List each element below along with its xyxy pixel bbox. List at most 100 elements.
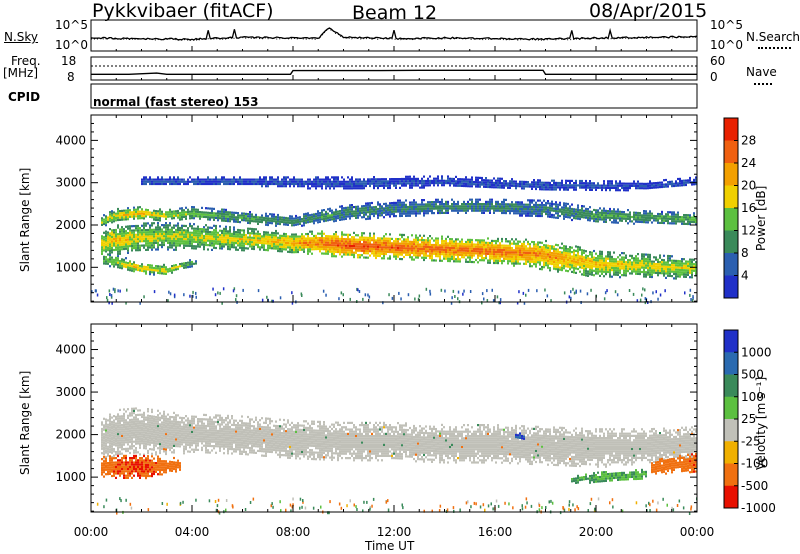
- data-cell: [369, 213, 371, 215]
- data-cell: [233, 240, 235, 242]
- data-cell: [131, 234, 133, 236]
- data-cell: [351, 254, 353, 256]
- data-cell: [651, 276, 653, 278]
- data-cell: [389, 240, 391, 242]
- data-cell: [693, 212, 695, 214]
- data-cell: [359, 256, 361, 258]
- data-cell: [519, 204, 521, 206]
- data-cell: [465, 205, 467, 207]
- data-cell: [337, 217, 339, 219]
- data-cell: [495, 201, 497, 203]
- data-cell: [363, 178, 365, 180]
- data-cell: [245, 236, 247, 238]
- data-cell: [253, 241, 255, 243]
- data-cell: [565, 245, 567, 247]
- data-cell: [139, 249, 141, 251]
- data-cell: [441, 244, 443, 246]
- data-cell: [149, 266, 151, 268]
- data-cell: [387, 205, 389, 207]
- data-cell: [149, 244, 151, 246]
- data-cell: [291, 240, 293, 242]
- data-cell: [437, 201, 439, 203]
- data-cell: [551, 203, 553, 205]
- data-cell: [481, 250, 483, 252]
- data-cell: [643, 253, 645, 255]
- data-cell: [477, 252, 479, 254]
- data-cell: [549, 207, 551, 209]
- data-cell: [193, 236, 195, 238]
- data-cell: [307, 248, 309, 250]
- data-cell: [155, 217, 157, 219]
- data-cell: [189, 234, 191, 236]
- data-cell: [675, 273, 677, 275]
- data-cell: [393, 202, 395, 204]
- data-cell: [323, 253, 325, 255]
- data-cell: [673, 271, 675, 273]
- data-cell: [373, 187, 375, 189]
- data-cell: [613, 252, 615, 254]
- data-cell: [529, 202, 531, 204]
- data-cell: [687, 265, 689, 267]
- data-cell: [523, 208, 525, 210]
- data-cell: [109, 228, 111, 230]
- data-cell: [529, 245, 531, 247]
- data-cell: [375, 253, 377, 255]
- data-cell: [255, 183, 257, 185]
- data-cell: [547, 200, 549, 202]
- data-cell: [585, 259, 587, 261]
- data-cell: [493, 255, 495, 257]
- data-cell: [599, 264, 601, 266]
- data-cell: [603, 264, 605, 266]
- data-cell: [663, 259, 665, 261]
- data-cell: [545, 260, 547, 262]
- data-cell: [573, 208, 575, 210]
- data-cell: [569, 210, 571, 212]
- data-cell: [505, 253, 507, 255]
- data-cell: [277, 181, 279, 183]
- data-cell: [301, 249, 303, 251]
- data-cell: [225, 220, 227, 222]
- data-cell: [295, 249, 297, 251]
- data-cell: [185, 181, 187, 183]
- data-cell: [141, 213, 143, 215]
- data-cell: [193, 230, 195, 232]
- data-cell: [341, 238, 343, 240]
- data-cell: [121, 212, 123, 214]
- data-cell: [297, 217, 299, 219]
- data-cell: [603, 210, 605, 212]
- data-cell: [103, 247, 105, 249]
- data-cell: [679, 260, 681, 262]
- data-cell: [423, 180, 425, 182]
- data-cell: [253, 237, 255, 239]
- data-cell: [467, 248, 469, 250]
- data-cell: [121, 265, 123, 267]
- data-cell: [477, 244, 479, 246]
- data-cell: [141, 225, 143, 227]
- data-cell: [137, 225, 139, 227]
- data-cell: [543, 244, 545, 246]
- data-cell: [423, 210, 425, 212]
- data-cell: [377, 187, 379, 189]
- data-cell: [673, 222, 675, 224]
- data-cell: [333, 218, 335, 220]
- data-cell: [525, 215, 527, 217]
- data-cell: [223, 176, 225, 178]
- data-cell: [477, 255, 479, 257]
- data-cell: [447, 249, 449, 251]
- data-cell: [305, 237, 307, 239]
- data-cell: [227, 220, 229, 222]
- data-cell: [129, 232, 131, 234]
- data-cell: [565, 211, 567, 213]
- data-cell: [673, 220, 675, 222]
- data-cell: [537, 257, 539, 259]
- data-cell: [363, 243, 365, 245]
- data-cell: [355, 206, 357, 208]
- data-cell: [159, 240, 161, 242]
- data-cell: [415, 250, 417, 252]
- data-cell: [415, 184, 417, 186]
- data-cell: [359, 187, 361, 189]
- data-cell: [139, 234, 141, 236]
- data-cell: [405, 185, 407, 187]
- data-cell: [663, 222, 665, 224]
- data-cell: [321, 241, 323, 243]
